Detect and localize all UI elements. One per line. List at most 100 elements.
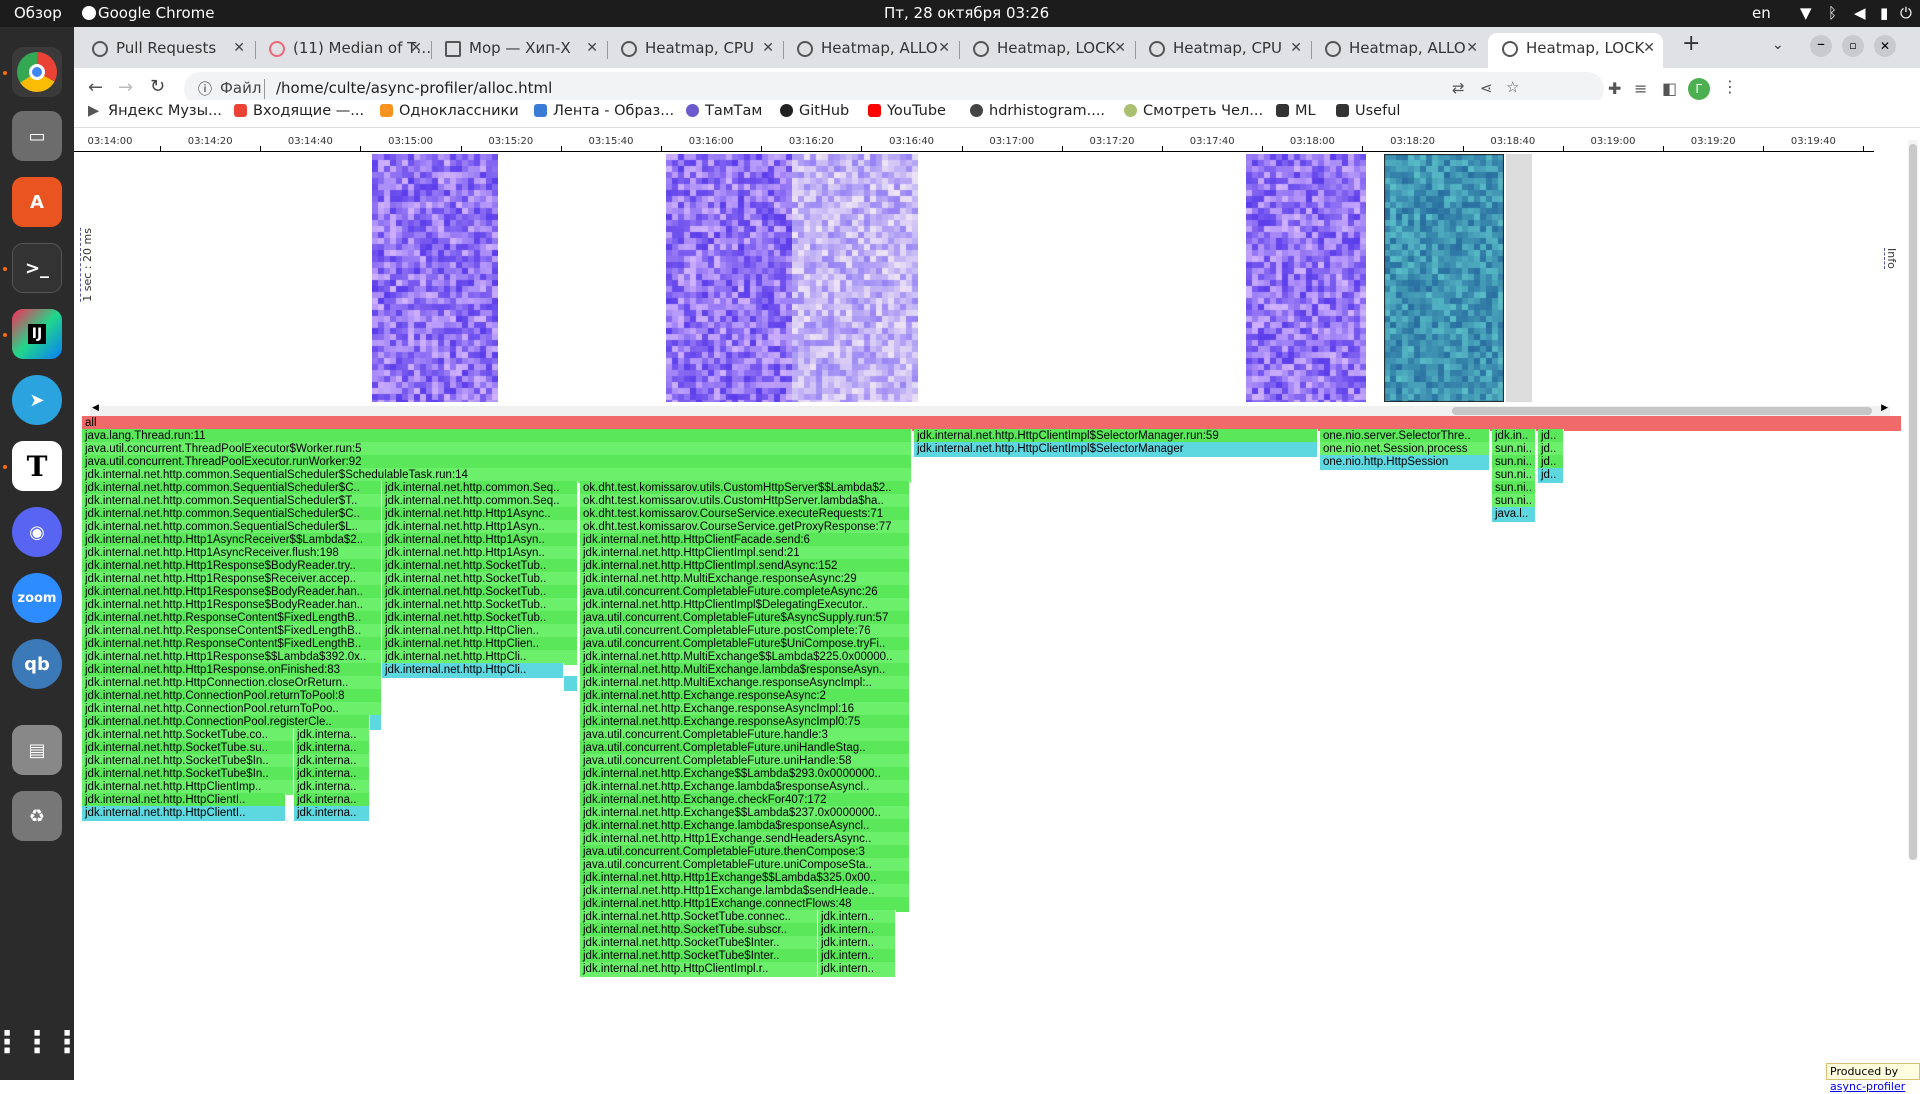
flame-frame[interactable]: jdk.interna.. — [294, 793, 370, 808]
flame-frame[interactable]: ok.dht.test.komissarov.CourseService.get… — [580, 520, 910, 535]
tab-heatmap-alloc-1[interactable]: Heatmap, ALLO ✕ — [783, 33, 958, 68]
bookmark-tamtam[interactable]: ТамТам — [686, 103, 762, 119]
maximize-button[interactable]: ▫ — [1842, 35, 1864, 57]
flame-frame[interactable]: jdk.internal.net.http.common.SequentialS… — [82, 494, 382, 509]
zoom-icon[interactable]: zoom — [12, 573, 62, 623]
flame-frame[interactable]: one.nio.server.SelectorThre.. — [1320, 429, 1490, 444]
flame-frame[interactable] — [370, 715, 382, 730]
heatmap-canvas[interactable] — [74, 154, 1874, 402]
flame-frame[interactable]: java.util.concurrent.CompletableFuture.t… — [580, 845, 910, 860]
bookmark-folder-ml[interactable]: ML — [1276, 103, 1316, 119]
flame-root-frame[interactable]: all — [82, 416, 1902, 431]
bluetooth-icon[interactable]: ᛒ — [1828, 4, 1838, 22]
bookmark-odnoklassniki[interactable]: Одноклассники — [380, 103, 519, 119]
flame-frame[interactable]: jdk.interna.. — [294, 780, 370, 795]
flame-frame[interactable]: sun.ni.. — [1492, 468, 1536, 483]
qbittorrent-icon[interactable]: qb — [12, 639, 62, 689]
tab-music[interactable]: Мор — Хип-Х ✕ — [431, 33, 606, 68]
flame-frame[interactable]: jdk.internal.net.http.ResponseContent$Fi… — [82, 624, 382, 639]
active-app-name[interactable]: Google Chrome — [98, 4, 215, 22]
page-vertical-scrollbar[interactable] — [1908, 140, 1918, 860]
flame-frame[interactable]: jdk.internal.net.http.Http1Asyn.. — [382, 533, 578, 548]
flame-frame[interactable]: jdk.internal.net.http.Http1Response$$Lam… — [82, 650, 382, 665]
battery-icon[interactable]: ▮ — [1880, 4, 1889, 22]
flame-frame[interactable]: jdk.internal.net.http.SocketTube.co.. — [82, 728, 294, 743]
flame-frame[interactable]: java.l.. — [1492, 507, 1536, 522]
flame-frame[interactable]: jdk.internal.net.http.common.Seq.. — [382, 481, 578, 496]
flame-frame[interactable]: jdk.internal.net.http.HttpCli.. — [382, 663, 564, 678]
flame-frame[interactable]: jdk.internal.net.http.Http1Response$Body… — [82, 598, 382, 613]
flame-frame[interactable]: one.nio.http.HttpSession — [1320, 455, 1490, 470]
flame-frame[interactable]: jdk.internal.net.http.ConnectionPool.ret… — [82, 689, 382, 704]
translate-icon[interactable]: ⇄ — [1452, 79, 1465, 97]
flame-frame[interactable]: java.util.concurrent.CompletableFuture$A… — [580, 611, 910, 626]
tab-heatmap-alloc-2[interactable]: Heatmap, ALLO ✕ — [1311, 33, 1486, 68]
telegram-icon[interactable]: ➤ — [12, 375, 62, 425]
close-window-button[interactable]: ✕ — [1874, 35, 1896, 57]
flame-frame[interactable]: java.lang.Thread.run:11 — [82, 429, 912, 444]
terminal-icon[interactable]: >_ — [12, 243, 62, 293]
flame-frame[interactable]: sun.ni.. — [1492, 481, 1536, 496]
info-toggle[interactable]: Info — [1884, 248, 1898, 269]
bookmarks-play-icon[interactable]: ▶ — [88, 103, 100, 119]
flame-frame[interactable]: jdk.internal.net.http.MultiExchange.lamb… — [580, 663, 910, 678]
wifi-icon[interactable]: ▼ — [1800, 4, 1812, 22]
flame-frame[interactable]: jdk.internal.net.http.Http1AsyncReceiver… — [82, 533, 382, 548]
flame-frame[interactable]: jdk.internal.net.http.HttpClien.. — [382, 624, 578, 639]
flame-frame[interactable]: sun.ni.. — [1492, 455, 1536, 470]
info-icon[interactable]: ⓘ — [198, 82, 212, 98]
flame-frame[interactable]: jdk.internal.net.http.Http1Asyn.. — [382, 546, 578, 561]
flame-frame[interactable]: java.util.concurrent.CompletableFuture$U… — [580, 637, 910, 652]
url-text[interactable]: /home/culte/async-profiler/alloc.html — [276, 79, 553, 97]
flame-frame[interactable]: jdk.internal.net.http.common.SequentialS… — [82, 520, 382, 535]
power-icon[interactable]: ⏻ — [1900, 4, 1912, 22]
bookmark-lenta[interactable]: Лента - Образ... — [534, 103, 674, 119]
flame-frame[interactable]: jdk.internal.net.http.HttpClientImpl$Sel… — [914, 442, 1318, 457]
flame-frame[interactable]: jdk.internal.net.http.Exchange.checkFor4… — [580, 793, 910, 808]
flame-frame[interactable]: jdk.internal.net.http.Exchange$$Lambda$2… — [580, 767, 910, 782]
side-panel-icon[interactable]: ◧ — [1662, 79, 1678, 98]
flame-frame[interactable]: jdk.internal.net.http.HttpClientImpl$Del… — [580, 598, 910, 613]
flame-frame[interactable]: jdk.interna.. — [294, 741, 370, 756]
tab-pull-requests[interactable]: Pull Requests ✕ — [78, 33, 253, 68]
clock[interactable]: Пт, 28 октября 03:26 — [884, 4, 1050, 22]
tab-median[interactable]: (11) Median of T… ✕ — [255, 33, 430, 68]
scroll-left-icon[interactable]: ◀ — [92, 403, 99, 413]
flame-frame[interactable]: jdk.interna.. — [294, 806, 370, 821]
flame-frame[interactable]: jdk.internal.net.http.HttpClientFacade.s… — [580, 533, 910, 548]
flame-frame[interactable]: one.nio.net.Session.process — [1320, 442, 1490, 457]
files-app-icon[interactable]: ▭ — [12, 111, 62, 161]
software-center-icon[interactable]: A — [12, 177, 62, 227]
flame-frame[interactable]: jdk.internal.net.http.Exchange$$Lambda$2… — [580, 806, 910, 821]
bookmark-yandex-music[interactable]: Яндекс Музы... — [108, 103, 222, 119]
flame-frame[interactable]: java.util.concurrent.CompletableFuture.h… — [580, 728, 910, 743]
close-tab-icon[interactable]: ✕ — [233, 40, 245, 56]
close-tab-icon[interactable]: ✕ — [1466, 40, 1478, 56]
close-tab-icon[interactable]: ✕ — [1114, 40, 1126, 56]
flame-frame[interactable]: jdk.internal.net.http.SocketTube$Inter.. — [580, 936, 818, 951]
flame-frame[interactable]: jd.. — [1538, 429, 1564, 444]
bookmark-hdrhistogram[interactable]: hdrhistogram.... — [970, 103, 1105, 119]
flame-frame[interactable]: jdk.internal.net.http.Http1Exchange.conn… — [580, 897, 910, 912]
flame-frame[interactable]: sun.ni.. — [1492, 494, 1536, 509]
bookmark-watch[interactable]: Смотреть Чел... — [1124, 103, 1263, 119]
flame-frame[interactable]: jdk.internal.net.http.common.SequentialS… — [82, 507, 382, 522]
flame-frame[interactable]: ok.dht.test.komissarov.utils.CustomHttpS… — [580, 481, 910, 496]
flame-frame[interactable]: jd.. — [1538, 455, 1564, 470]
flame-frame[interactable]: java.util.concurrent.CompletableFuture.p… — [580, 624, 910, 639]
minimize-button[interactable]: – — [1810, 35, 1832, 57]
tab-heatmap-cpu-1[interactable]: Heatmap, CPU ✕ — [607, 33, 782, 68]
flame-frame[interactable]: jdk.internal.net.http.SocketTube.subscr.… — [580, 923, 818, 938]
flame-frame[interactable]: jdk.internal.net.http.HttpClientImp.. — [82, 780, 294, 795]
close-tab-icon[interactable]: ✕ — [586, 40, 598, 56]
typora-icon[interactable]: T — [12, 441, 62, 491]
flame-frame[interactable]: jdk.internal.net.http.SocketTube$In.. — [82, 754, 294, 769]
flame-frame[interactable]: jdk.internal.net.http.HttpCli.. — [382, 650, 578, 665]
close-tab-icon[interactable]: ✕ — [938, 40, 950, 56]
flame-frame[interactable]: jdk.internal.net.http.SocketTube$Inter.. — [580, 949, 818, 964]
flame-frame[interactable]: jd.. — [1538, 468, 1564, 483]
new-tab-button[interactable]: + — [1682, 31, 1701, 56]
flame-frame[interactable]: jdk.internal.net.http.ConnectionPool.ret… — [82, 702, 382, 717]
flame-frame[interactable]: java.util.concurrent.CompletableFuture.c… — [580, 585, 910, 600]
trash-icon[interactable]: ♻ — [12, 791, 62, 841]
